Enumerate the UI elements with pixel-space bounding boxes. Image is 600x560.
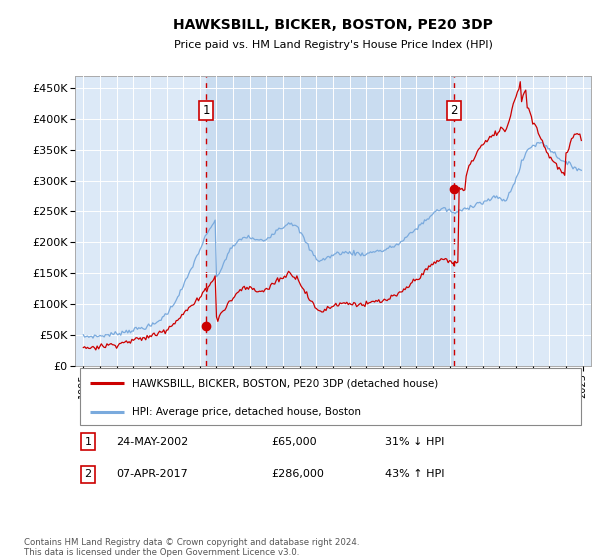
Text: 2: 2 bbox=[85, 469, 91, 479]
Text: 43% ↑ HPI: 43% ↑ HPI bbox=[385, 469, 444, 479]
Bar bbox=[206, 76, 454, 366]
Text: HAWKSBILL, BICKER, BOSTON, PE20 3DP: HAWKSBILL, BICKER, BOSTON, PE20 3DP bbox=[173, 18, 493, 32]
Text: 24-MAY-2002: 24-MAY-2002 bbox=[116, 436, 188, 446]
Text: £286,000: £286,000 bbox=[271, 469, 324, 479]
Text: HPI: Average price, detached house, Boston: HPI: Average price, detached house, Bost… bbox=[132, 407, 361, 417]
Text: 1: 1 bbox=[85, 436, 91, 446]
FancyBboxPatch shape bbox=[80, 368, 581, 426]
Text: 1: 1 bbox=[202, 104, 210, 117]
Text: 2: 2 bbox=[450, 104, 458, 117]
Text: HAWKSBILL, BICKER, BOSTON, PE20 3DP (detached house): HAWKSBILL, BICKER, BOSTON, PE20 3DP (det… bbox=[132, 378, 438, 388]
Text: 31% ↓ HPI: 31% ↓ HPI bbox=[385, 436, 444, 446]
Text: Price paid vs. HM Land Registry's House Price Index (HPI): Price paid vs. HM Land Registry's House … bbox=[173, 40, 493, 50]
Text: 07-APR-2017: 07-APR-2017 bbox=[116, 469, 188, 479]
Text: £65,000: £65,000 bbox=[271, 436, 317, 446]
Text: Contains HM Land Registry data © Crown copyright and database right 2024.
This d: Contains HM Land Registry data © Crown c… bbox=[24, 538, 359, 557]
